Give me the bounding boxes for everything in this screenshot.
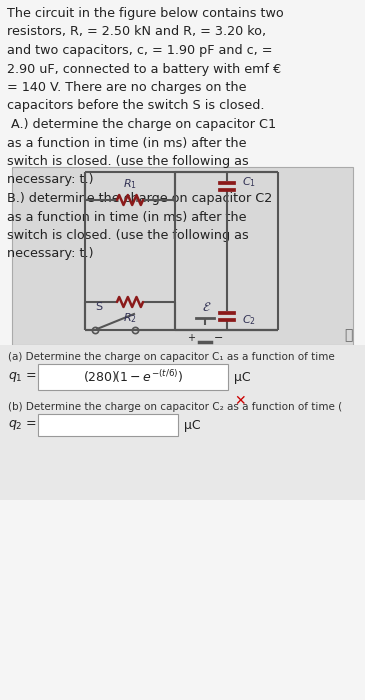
Text: = 140 V. There are no charges on the: = 140 V. There are no charges on the — [7, 81, 246, 94]
Text: $\mathcal{E}$: $\mathcal{E}$ — [202, 301, 212, 314]
Text: necessary: t.): necessary: t.) — [7, 248, 93, 260]
Text: $R_1$: $R_1$ — [123, 177, 137, 191]
Bar — [38, 364, 228, 390]
Text: $(280)\!\left(1-e^{-(t/6)}\right)$: $(280)\!\left(1-e^{-(t/6)}\right)$ — [83, 368, 183, 386]
Text: as a function in time (in ms) after the: as a function in time (in ms) after the — [7, 136, 246, 150]
Text: as a function in time (in ms) after the: as a function in time (in ms) after the — [7, 211, 246, 223]
Bar — [0, 345, 365, 500]
Text: (b) Determine the charge on capacitor C₂ as a function of time (: (b) Determine the charge on capacitor C₂… — [8, 402, 342, 412]
Bar — [38, 414, 178, 436]
Text: The circuit in the figure below contains two: The circuit in the figure below contains… — [7, 7, 284, 20]
Text: capacitors before the switch S is closed.: capacitors before the switch S is closed… — [7, 99, 265, 113]
Text: $q_2$ =: $q_2$ = — [8, 418, 37, 432]
Text: ⓘ: ⓘ — [344, 328, 352, 342]
Text: μC: μC — [234, 370, 251, 384]
Text: $q_1$ =: $q_1$ = — [8, 370, 37, 384]
Text: A.) determine the charge on capacitor C1: A.) determine the charge on capacitor C1 — [7, 118, 276, 131]
Text: switch is closed. (use the following as: switch is closed. (use the following as — [7, 229, 249, 242]
Text: and two capacitors, c, = 1.90 pF and c, =: and two capacitors, c, = 1.90 pF and c, … — [7, 44, 273, 57]
Text: $C_2$: $C_2$ — [242, 313, 256, 327]
Text: ✕: ✕ — [234, 394, 246, 408]
Text: B.) determine the charge on capacitor C2: B.) determine the charge on capacitor C2 — [7, 192, 272, 205]
Text: switch is closed. (use the following as: switch is closed. (use the following as — [7, 155, 249, 168]
Text: necessary: t.): necessary: t.) — [7, 174, 93, 186]
Text: $R_2$: $R_2$ — [123, 311, 137, 325]
Text: 2.90 uF, connected to a battery with emf €: 2.90 uF, connected to a battery with emf… — [7, 62, 281, 76]
Text: $C_1$: $C_1$ — [242, 175, 257, 189]
Text: μC: μC — [184, 419, 201, 431]
Text: +: + — [187, 333, 195, 343]
Text: −: − — [214, 333, 224, 343]
Text: resistors, R, = 2.50 kN and R, = 3.20 ko,: resistors, R, = 2.50 kN and R, = 3.20 ko… — [7, 25, 266, 38]
Text: (a) Determine the charge on capacitor C₁ as a function of time: (a) Determine the charge on capacitor C₁… — [8, 352, 335, 362]
Text: S: S — [95, 302, 103, 312]
Bar — [12, 167, 353, 345]
